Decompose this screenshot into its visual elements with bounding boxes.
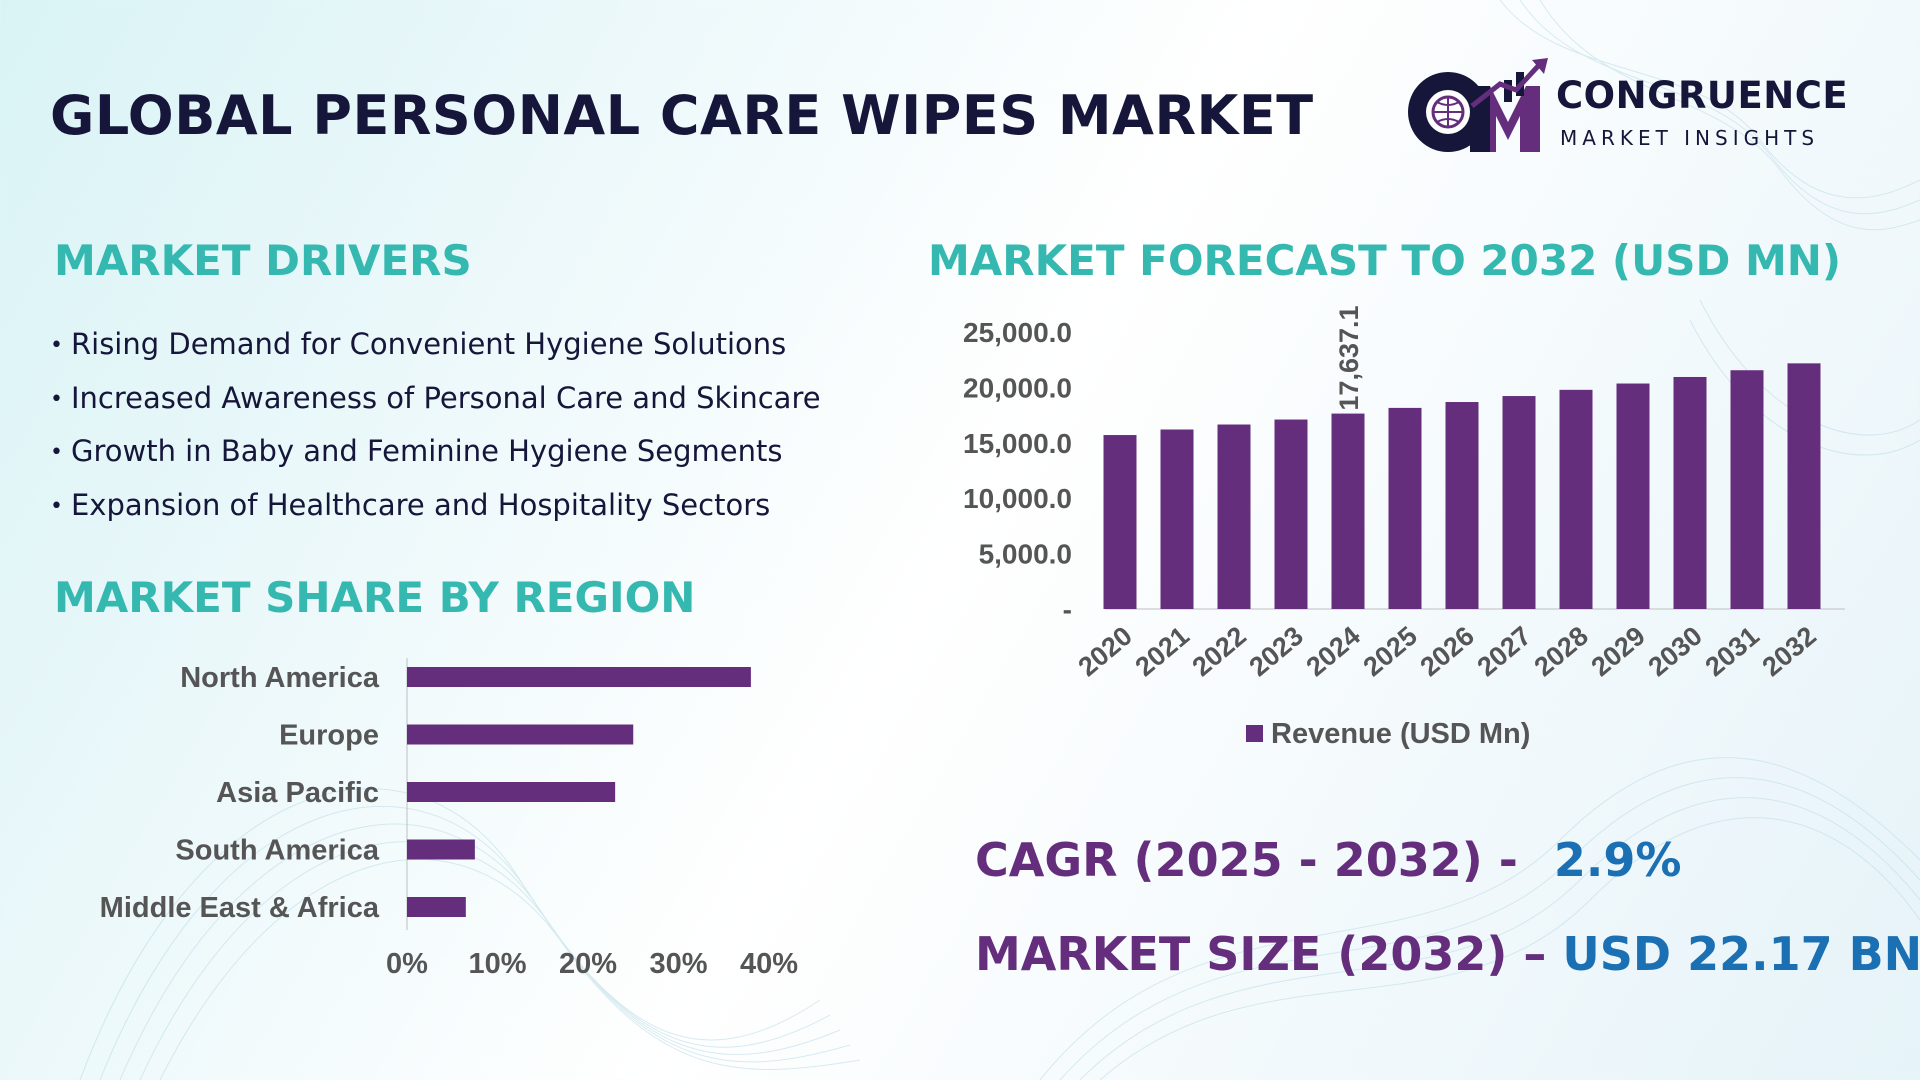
x-tick-label: 2022 [1187,621,1252,683]
driver-item: Increased Awareness of Personal Care and… [50,376,821,430]
bar [1103,435,1137,609]
region-share-title: MARKET SHARE BY REGION [54,573,696,622]
market-size-label: MARKET SIZE (2032) [975,927,1508,981]
y-tick-label: 15,000.0 [963,428,1072,459]
x-tick-label: 2029 [1586,621,1651,683]
bar [1388,407,1422,609]
drivers-list: Rising Demand for Convenient Hygiene Sol… [50,322,821,536]
x-tick-label: 2024 [1301,621,1366,683]
x-tick-label: 2021 [1130,621,1195,683]
market-size-separator: – [1507,927,1563,981]
x-tick-label: 40% [740,948,798,980]
legend-swatch [1246,725,1263,742]
x-tick-label: 2027 [1472,621,1537,683]
company-logo: CONGRUENCE MARKET INSIGHTS [1400,54,1880,160]
x-tick-label: 0% [386,948,428,980]
x-tick-label: 10% [468,948,526,980]
y-tick-label: 20,000.0 [963,372,1072,403]
bar [1673,376,1707,609]
logo-name: CONGRUENCE [1556,74,1849,117]
bar [1445,402,1479,609]
y-tick-label: 5,000.0 [979,539,1072,570]
legend-label: Revenue (USD Mn) [1271,718,1531,750]
data-label: 17,637.1 [1334,305,1364,410]
cagr-stat: CAGR (2025 - 2032) - 2.9% [975,833,1681,887]
cagr-label: CAGR (2025 - 2032) - [975,833,1518,887]
bar [1160,429,1194,609]
bar [1217,424,1251,609]
bar [407,782,616,802]
drivers-title: MARKET DRIVERS [54,236,472,285]
bar [407,667,751,687]
bar [1787,363,1821,609]
bar [1274,419,1308,609]
bar [1730,370,1764,609]
x-tick-label: 2028 [1529,621,1594,683]
x-tick-label: 20% [559,948,617,980]
driver-item: Expansion of Healthcare and Hospitality … [50,483,821,537]
forecast-chart: - 5,000.0 10,000.0 15,000.0 20,000.0 25,000.0… [963,305,1845,683]
bar [407,839,475,860]
bar [1331,413,1365,609]
cagr-value: 2.9% [1553,833,1682,887]
x-tick-label: 2026 [1415,621,1480,683]
driver-item: Growth in Baby and Feminine Hygiene Segm… [50,429,821,483]
category-label: Asia Pacific [216,777,379,809]
x-tick-label: 2023 [1244,621,1309,683]
logo-tagline: MARKET INSIGHTS [1560,126,1820,150]
market-size-stat: MARKET SIZE (2032) – USD 22.17 BN [975,927,1920,981]
bar [1616,383,1650,609]
category-label: North America [180,662,380,694]
x-tick-label: 2031 [1700,621,1765,683]
category-label: Middle East & Africa [100,892,380,924]
region-share-chart: North America Europe Asia Pacific South Ame… [100,658,798,980]
x-tick-label: 2020 [1073,621,1138,683]
market-size-value: USD 22.17 BN [1562,927,1920,981]
category-label: South America [175,835,379,867]
x-tick-label: 2032 [1757,621,1822,683]
page-title: GLOBAL PERSONAL CARE WIPES MARKET [50,84,1314,147]
bar [407,724,634,745]
driver-item: Rising Demand for Convenient Hygiene Sol… [50,322,821,376]
x-tick-label: 30% [649,948,707,980]
x-tick-label: 2030 [1643,621,1708,683]
bar [407,897,466,917]
bar [1559,389,1593,609]
y-tick-label: 10,000.0 [963,483,1072,514]
forecast-title: MARKET FORECAST TO 2032 (USD MN) [928,236,1842,285]
bar [1502,396,1536,609]
category-label: Europe [279,720,379,752]
y-tick-label: 25,000.0 [963,317,1072,348]
cm-logo-icon [1408,58,1548,152]
y-tick-label: - [1063,594,1072,625]
forecast-legend: Revenue (USD Mn) [1246,718,1530,751]
x-tick-label: 2025 [1358,621,1423,683]
